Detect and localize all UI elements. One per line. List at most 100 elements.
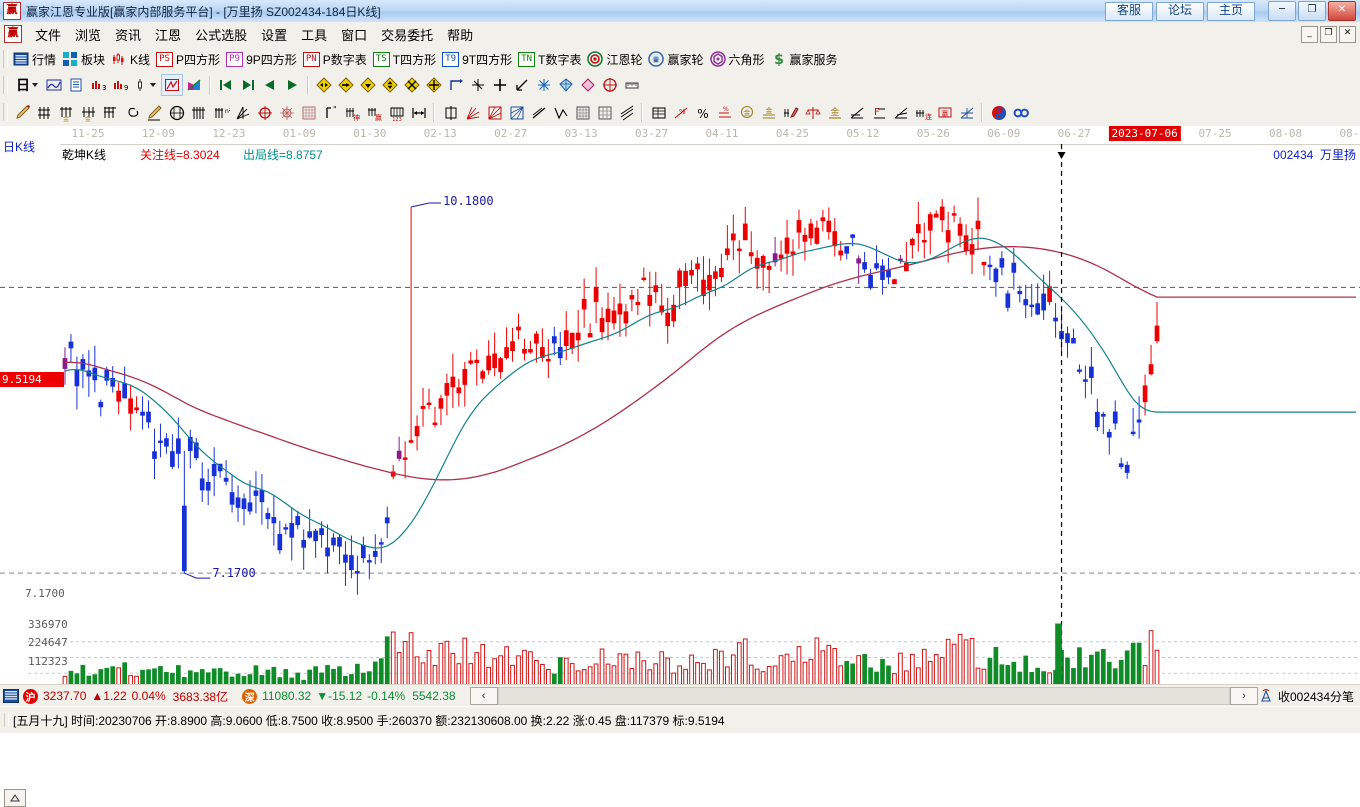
percent-button[interactable]: %	[692, 102, 712, 122]
quote-tool-button[interactable]: "	[320, 102, 340, 122]
percent2-button[interactable]: %	[714, 102, 734, 122]
mdi-minimize-button[interactable]: _	[1301, 25, 1318, 43]
toolbar-gann-wheel[interactable]: 江恩轮	[585, 50, 646, 69]
chain-button[interactable]: 连	[912, 102, 932, 122]
forum-button[interactable]: 论坛	[1156, 1, 1204, 21]
circle-tool-button[interactable]	[166, 102, 186, 122]
pen2-button[interactable]	[144, 102, 164, 122]
close-button[interactable]: ✕	[1328, 1, 1356, 21]
percent-line-button[interactable]: %	[670, 102, 690, 122]
color-chart-button[interactable]	[184, 75, 204, 95]
customer-service-button[interactable]: 客服	[1105, 1, 1153, 21]
minimize-button[interactable]: ─	[1268, 1, 1296, 21]
tick-data-link[interactable]: 收002434分笔	[1258, 688, 1354, 705]
toolbar-9t-square[interactable]: T9 9T四方形	[440, 50, 516, 69]
gem2-button[interactable]	[578, 75, 598, 95]
overlay-compare-button[interactable]	[44, 75, 64, 95]
report-button[interactable]	[66, 75, 86, 95]
percent-grid-button[interactable]	[100, 102, 120, 122]
gold2-button[interactable]: 金	[824, 102, 844, 122]
grid2-button[interactable]	[572, 102, 592, 122]
spiral-button[interactable]	[122, 102, 142, 122]
shenzhen-index[interactable]: 深 11080.32 ▼ -15.12 -0.14% 5542.38	[242, 688, 456, 704]
width-button[interactable]	[408, 102, 428, 122]
draw-tool-button[interactable]	[446, 75, 466, 95]
ruler-button[interactable]	[622, 75, 642, 95]
toolbar-hexagon[interactable]: 六角形	[708, 50, 769, 69]
fan-lines-button[interactable]	[232, 102, 252, 122]
frame-button[interactable]	[440, 102, 460, 122]
toolbar-winner-wheel[interactable]: 赢 赢家轮	[646, 50, 707, 69]
rays-button[interactable]	[462, 102, 482, 122]
toolbar-sector[interactable]: 板块	[60, 50, 109, 69]
n2-button[interactable]: n²	[210, 102, 230, 122]
quad-button[interactable]	[956, 102, 976, 122]
balance-button[interactable]	[802, 102, 822, 122]
angle-button[interactable]	[846, 102, 866, 122]
chart-area[interactable]: 日K线 11-25 12-09 12-23 01-09 01-30 02-13 02-27 0…	[0, 126, 1360, 807]
toolbar-9p-square[interactable]: P9 9P四方形	[224, 50, 301, 69]
menu-help[interactable]: 帮助	[447, 27, 474, 43]
menu-formula-screen[interactable]: 公式选股	[195, 27, 248, 43]
status-scroll-track[interactable]	[497, 687, 1230, 705]
shanghai-index[interactable]: 沪 3237.70 ▲ 1.22 0.04% 3683.38亿	[23, 688, 228, 705]
databar-grip[interactable]	[4, 713, 9, 727]
gold-ratio2-button[interactable]: 金	[78, 102, 98, 122]
table-button[interactable]	[648, 102, 668, 122]
toolbar-quotes[interactable]: 行情	[11, 50, 60, 69]
cursor-tool-button[interactable]	[512, 75, 532, 95]
f-line-button[interactable]: F	[868, 102, 888, 122]
multi3-button[interactable]: 3	[88, 75, 108, 95]
pencil-draw-button[interactable]	[12, 102, 32, 122]
maximize-button[interactable]: ❐	[1298, 1, 1326, 21]
homepage-button[interactable]: 主页	[1207, 1, 1255, 21]
zoom-mode5-button[interactable]	[402, 75, 422, 95]
box-grid-button[interactable]	[298, 102, 318, 122]
crosshair-button[interactable]	[468, 75, 488, 95]
target-button[interactable]	[600, 75, 620, 95]
menu-news[interactable]: 资讯	[115, 27, 142, 43]
menu-file[interactable]: 文件	[35, 27, 62, 43]
toolbar-p-numtable[interactable]: PN P数字表	[301, 50, 371, 69]
star-button[interactable]	[276, 102, 296, 122]
toolbar-p-square[interactable]: PS P四方形	[154, 50, 224, 69]
red-box-button[interactable]: 赢	[934, 102, 954, 122]
index-next-button[interactable]: ›	[1229, 687, 1258, 705]
circle-cross-button[interactable]	[254, 102, 274, 122]
index-prev-button[interactable]: ‹	[469, 687, 498, 705]
gold-ratio-button[interactable]: 金	[56, 102, 76, 122]
zoom-mode6-button[interactable]	[424, 75, 444, 95]
ying-button[interactable]: 赢	[364, 102, 384, 122]
paint-button[interactable]	[780, 102, 800, 122]
zigzag-button[interactable]	[616, 102, 636, 122]
box-ray2-button[interactable]	[506, 102, 526, 122]
candle-style-button[interactable]	[132, 77, 160, 93]
menu-settings[interactable]: 设置	[261, 27, 288, 43]
zoom-mode4-button[interactable]	[380, 75, 400, 95]
zoom-mode1-button[interactable]	[314, 75, 334, 95]
next-button[interactable]	[282, 75, 302, 95]
toolbar-grip-2[interactable]	[3, 76, 8, 94]
gold-line-button[interactable]: 金	[758, 102, 778, 122]
toolbar-grip[interactable]	[3, 50, 8, 68]
menu-tools[interactable]: 工具	[301, 27, 328, 43]
last-page-button[interactable]	[238, 75, 258, 95]
numtable-button[interactable]: 123	[386, 102, 406, 122]
toolbar-grip-3[interactable]	[3, 103, 8, 121]
mdi-close-button[interactable]: ✕	[1339, 25, 1356, 43]
gem-button[interactable]	[556, 75, 576, 95]
gold-circle-button[interactable]: 金	[736, 102, 756, 122]
toolbar-t-square[interactable]: TS T四方形	[371, 50, 440, 69]
toolbar-winner-service[interactable]: $ 赢家服务	[769, 50, 842, 69]
menu-browse[interactable]: 浏览	[75, 27, 102, 43]
toolbar-t-numtable[interactable]: TN T数字表	[516, 50, 585, 69]
slash-button[interactable]	[528, 102, 548, 122]
shen-button[interactable]: 神	[342, 102, 362, 122]
chart-plot[interactable]	[0, 144, 1360, 734]
multi-line-button[interactable]	[890, 102, 910, 122]
toolbar-kline[interactable]: K线	[109, 50, 154, 69]
prev-button[interactable]	[260, 75, 280, 95]
scroll-up-button[interactable]	[4, 789, 26, 807]
gann-fan-button[interactable]	[34, 102, 54, 122]
market-grid-icon[interactable]	[3, 689, 19, 703]
